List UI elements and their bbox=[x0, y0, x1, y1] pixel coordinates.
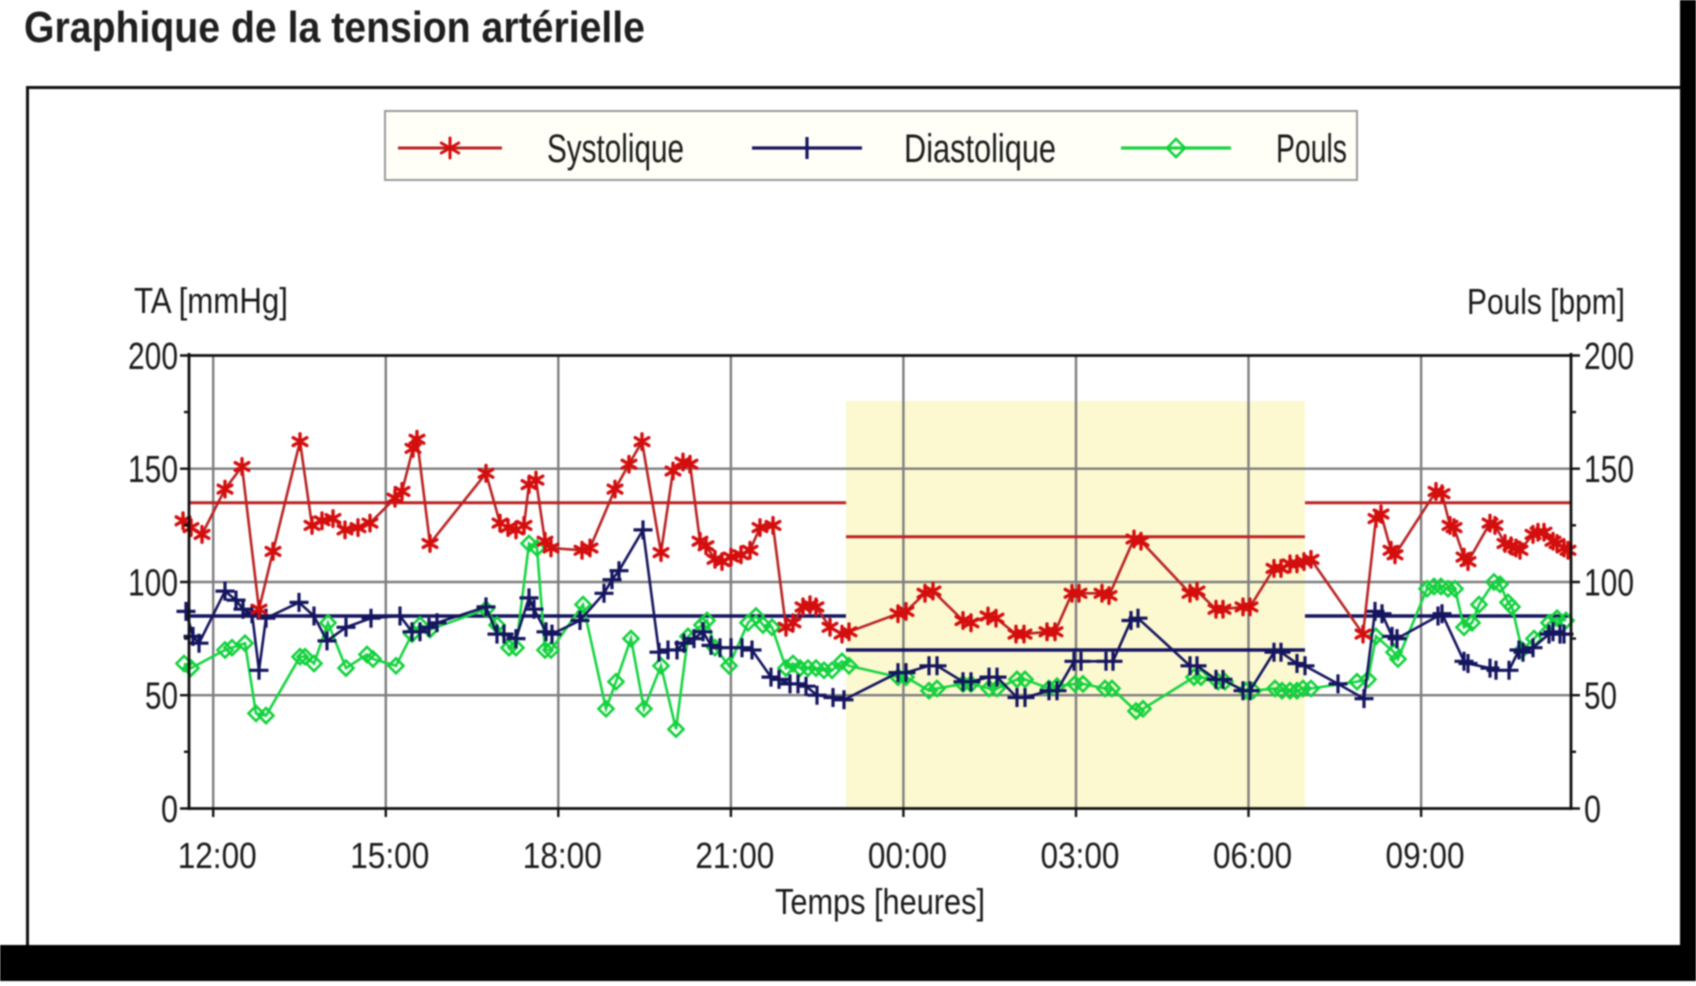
svg-text:Pouls: Pouls bbox=[1276, 127, 1347, 171]
svg-text:Systolique: Systolique bbox=[547, 127, 684, 171]
svg-text:18:00: 18:00 bbox=[523, 835, 602, 876]
svg-text:50: 50 bbox=[1584, 676, 1617, 718]
svg-text:09:00: 09:00 bbox=[1386, 835, 1465, 876]
svg-text:15:00: 15:00 bbox=[350, 835, 429, 876]
svg-text:06:00: 06:00 bbox=[1213, 835, 1292, 876]
svg-text:Pouls [bpm]: Pouls [bpm] bbox=[1467, 281, 1625, 322]
svg-text:200: 200 bbox=[128, 336, 178, 378]
svg-text:TA [mmHg]: TA [mmHg] bbox=[134, 280, 288, 321]
svg-text:12:00: 12:00 bbox=[178, 835, 257, 876]
svg-text:Temps [heures]: Temps [heures] bbox=[775, 881, 985, 922]
svg-text:50: 50 bbox=[145, 676, 178, 718]
svg-text:150: 150 bbox=[1584, 449, 1634, 491]
svg-text:21:00: 21:00 bbox=[695, 835, 774, 876]
svg-text:Diastolique: Diastolique bbox=[904, 127, 1056, 171]
svg-text:0: 0 bbox=[161, 789, 178, 831]
svg-text:Graphique de la tension artéri: Graphique de la tension artérielle bbox=[24, 3, 645, 52]
svg-text:0: 0 bbox=[1584, 789, 1601, 831]
svg-text:100: 100 bbox=[1584, 563, 1634, 605]
svg-text:150: 150 bbox=[128, 449, 178, 491]
svg-text:03:00: 03:00 bbox=[1040, 835, 1119, 876]
svg-text:200: 200 bbox=[1584, 336, 1634, 378]
svg-text:100: 100 bbox=[128, 563, 178, 605]
svg-text:00:00: 00:00 bbox=[868, 835, 947, 876]
